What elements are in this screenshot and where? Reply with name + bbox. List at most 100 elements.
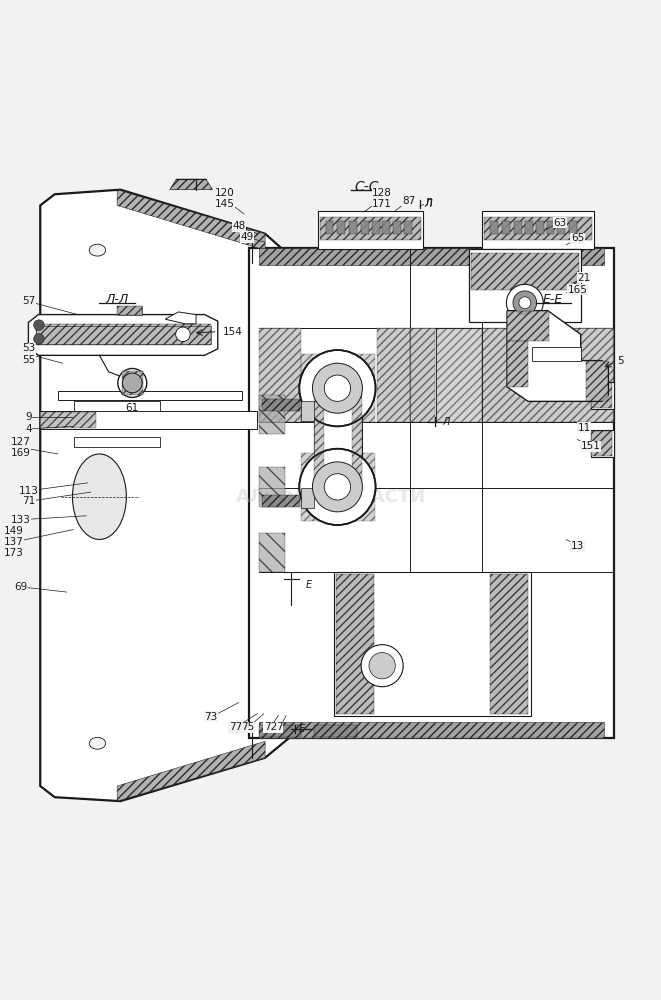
Bar	[507, 311, 549, 341]
Bar	[337, 221, 345, 234]
Circle shape	[361, 645, 403, 687]
Text: 69: 69	[14, 582, 27, 592]
Bar	[75, 401, 160, 411]
Bar	[75, 437, 160, 447]
Bar	[532, 347, 581, 361]
Bar	[469, 249, 581, 322]
Bar	[258, 395, 285, 434]
Bar	[258, 722, 603, 738]
Bar	[436, 328, 482, 422]
Bar	[490, 221, 498, 234]
Text: 65: 65	[571, 233, 584, 243]
Bar	[557, 221, 565, 234]
Circle shape	[519, 297, 531, 309]
Text: 53
55: 53 55	[22, 343, 35, 365]
Text: С-С: С-С	[355, 180, 379, 194]
Text: 63: 63	[553, 218, 566, 228]
Bar	[410, 328, 435, 422]
Text: 4: 4	[25, 424, 32, 434]
Bar	[590, 431, 612, 456]
Text: 11: 11	[577, 423, 591, 433]
Bar	[590, 382, 613, 409]
Text: АЛьФА-ЗАПЧАСТИ: АЛьФА-ЗАПЧАСТИ	[236, 488, 426, 506]
Bar	[262, 399, 300, 411]
Bar	[502, 221, 510, 234]
Bar	[315, 388, 362, 488]
Circle shape	[176, 327, 190, 342]
Circle shape	[506, 284, 543, 321]
Text: 87: 87	[402, 196, 415, 206]
Bar	[301, 488, 315, 508]
Text: 149
137
173: 149 137 173	[4, 526, 24, 558]
Text: 21: 21	[577, 273, 591, 283]
Bar	[249, 248, 613, 738]
Ellipse shape	[73, 454, 126, 539]
Text: E: E	[299, 724, 305, 734]
Bar	[301, 453, 375, 521]
Circle shape	[313, 363, 362, 413]
Text: 61: 61	[126, 403, 139, 413]
Bar	[536, 221, 544, 234]
Bar	[40, 412, 96, 428]
Bar	[514, 221, 522, 234]
Bar	[315, 390, 325, 486]
Text: Л: Л	[424, 198, 432, 208]
Bar	[586, 361, 608, 401]
Bar	[336, 574, 374, 714]
Bar	[258, 725, 301, 737]
Polygon shape	[170, 179, 212, 190]
Text: 9: 9	[25, 412, 32, 422]
Polygon shape	[117, 741, 265, 801]
Circle shape	[325, 375, 350, 401]
Circle shape	[299, 449, 375, 525]
Bar	[320, 217, 421, 240]
Bar	[117, 306, 142, 315]
Text: 120
145: 120 145	[214, 188, 234, 209]
Bar	[301, 401, 315, 421]
Bar	[371, 221, 379, 234]
Text: Е-Е: Е-Е	[543, 293, 563, 306]
Bar	[482, 211, 594, 249]
Circle shape	[369, 653, 395, 679]
Circle shape	[313, 462, 362, 512]
Text: 128
171: 128 171	[372, 188, 392, 209]
Text: E: E	[306, 580, 312, 590]
Bar	[326, 221, 334, 234]
Circle shape	[118, 368, 147, 397]
Text: 71: 71	[22, 496, 35, 506]
Bar	[349, 221, 357, 234]
Bar	[318, 211, 423, 249]
Text: 48: 48	[232, 221, 245, 231]
Text: 165: 165	[568, 285, 588, 295]
Text: 75: 75	[241, 722, 254, 732]
Bar	[471, 253, 579, 290]
Polygon shape	[507, 311, 608, 401]
Polygon shape	[165, 312, 196, 324]
Bar	[36, 326, 211, 344]
Bar	[58, 391, 242, 400]
Circle shape	[299, 350, 375, 426]
Bar	[484, 217, 592, 240]
Bar	[436, 328, 482, 422]
Text: 133: 133	[11, 515, 30, 525]
Bar	[382, 221, 390, 234]
Text: 49: 49	[240, 232, 253, 242]
Text: 5: 5	[617, 356, 624, 366]
Text: Л-Л: Л-Л	[106, 293, 129, 306]
Bar	[393, 221, 401, 234]
Bar	[361, 221, 369, 234]
Text: 77: 77	[229, 722, 242, 732]
Bar	[301, 354, 375, 422]
Bar	[40, 411, 257, 429]
Bar	[117, 306, 142, 315]
Bar	[590, 383, 612, 408]
Bar	[525, 221, 533, 234]
Bar	[258, 248, 603, 265]
Ellipse shape	[89, 244, 106, 256]
Text: Л: Л	[424, 199, 432, 209]
Text: 151: 151	[580, 441, 600, 451]
Bar	[569, 221, 577, 234]
Text: 73: 73	[204, 712, 218, 722]
Bar	[258, 467, 285, 507]
Bar	[258, 533, 285, 572]
